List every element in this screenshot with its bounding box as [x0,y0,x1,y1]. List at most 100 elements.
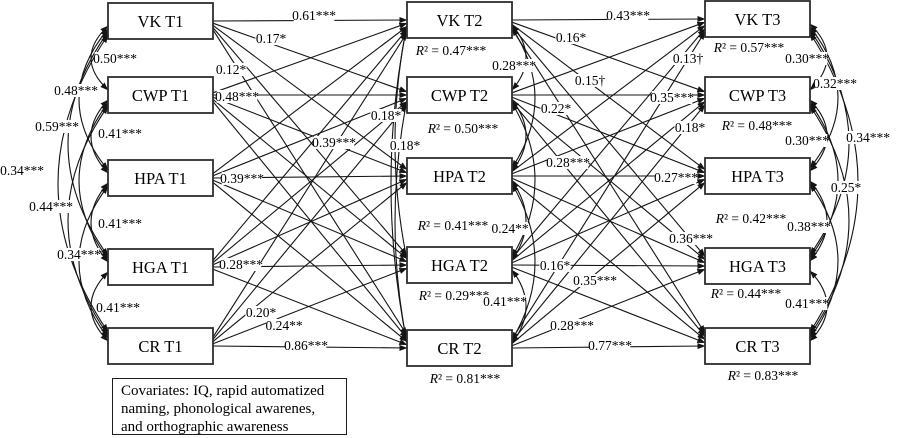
path-arrow [212,22,408,94]
variable-box-label: VK T2 [437,11,483,30]
coefficient-bg [55,84,97,97]
coefficient-bg [285,339,327,352]
path-arrow [212,24,408,171]
path-arrow [511,23,706,171]
path-arrow [511,26,706,257]
correlation-arc [511,183,536,341]
coefficient-label: 0.24** [491,221,528,236]
coefficient-label: 0.77*** [588,338,632,353]
boxes-layer: VK T1 CWP T1 HPA T1 HGA T1 CR T1 VK T2 CWP T2 H… [107,0,811,367]
coefficient-bg [255,32,287,45]
coefficient-label: 0.44*** [29,199,73,214]
coefficient-bg [97,301,139,314]
correlation-arc [809,26,839,169]
coefficient-bg [539,259,571,272]
coefficient-bg [99,127,141,140]
coefficient-label: 0.27*** [654,170,698,185]
path-arrow [212,98,408,260]
variable-box [406,246,513,284]
coefficient-label: 0.41*** [98,126,142,141]
r-squared-bg [418,288,490,303]
r-squared-label: R² = 0.44*** [710,286,782,301]
coefficient-bg [547,156,589,169]
variable-box-label: HGA T2 [431,256,488,275]
variable-box-label: HPA T2 [433,167,486,186]
coefficient-label: 0.24** [265,318,302,333]
variable-box [704,0,811,38]
coefficient-bg [370,109,402,122]
correlation-arc [57,34,109,333]
variable-box [704,157,811,195]
variable-box-label: CWP T3 [729,86,786,105]
coefficient-label: 0.16* [540,258,571,273]
path-arrow [511,104,706,342]
coefficient-label: 0.28*** [546,155,590,170]
coefficient-bg [786,134,828,147]
variable-box-label: CR T3 [735,337,779,356]
covariates-note-line: and orthographic awareness [121,419,289,435]
path-arrow [212,100,408,264]
path-arrow [511,266,706,344]
coefficient-bg [389,139,421,152]
path-arrow [511,24,706,173]
coefficient-bg [786,52,828,65]
coefficient-label: 0.17* [256,31,287,46]
coefficient-bg [99,217,141,230]
coefficient-label: 0.34*** [846,130,890,145]
correlation-arc [809,183,839,339]
coefficient-bg [573,74,607,87]
coefficient-bg [651,91,693,104]
coefficient-label: 0.39*** [220,171,264,186]
coefficient-label: 0.28*** [492,58,536,73]
coefficient-label: 0.41*** [785,296,829,311]
coefficient-label: 0.48*** [54,83,98,98]
correlation-arc [78,28,109,171]
correlation-arc [809,102,839,259]
path-arrow [511,178,706,264]
coefficient-bg [215,63,247,76]
coefficient-bg [788,220,830,233]
r-squared-bg [715,211,787,226]
variable-box-label: HGA T1 [132,258,189,277]
variable-box-label: VK T1 [138,12,184,31]
covariates-note-line: Covariates: IQ, rapid automatized [121,383,325,399]
r-squared-bg [721,118,793,133]
covariates-note-line: naming, phonological awarenes, [121,401,316,417]
variable-box-label: HPA T1 [134,169,187,188]
labels-layer: R² = 0.47*** R² = 0.50*** R² = 0.41*** R² =… [0,8,890,386]
coefficient-bg [670,232,712,245]
variable-box-label: CWP T2 [431,86,488,105]
coefficient-label: 0.30*** [785,51,829,66]
coefficient-bg [493,59,535,72]
coefficient-bg [574,274,616,287]
path-arrow [212,25,408,175]
path-arrow [212,101,408,339]
variable-box [107,76,214,114]
r-squared-label: R² = 0.41*** [417,218,489,233]
coefficient-label: 0.61*** [292,8,336,23]
variable-box [704,76,811,114]
variable-box [107,2,214,40]
variable-box-label: CWP T1 [132,86,189,105]
path-arrow [212,32,408,338]
coefficient-bg [220,258,262,271]
coefficient-bg [94,52,136,65]
correlation-arc [511,27,536,169]
path-arrow [212,179,408,263]
r-squared-bg [417,218,489,233]
r-squared-bg [713,40,785,55]
coefficient-bg [484,295,526,308]
coefficient-label: 0.86*** [284,338,328,353]
coefficient-label: 0.41*** [483,294,527,309]
coefficient-label: 0.30*** [785,133,829,148]
coefficient-label: 0.59*** [35,119,79,134]
coefficient-bg [30,200,72,213]
coefficient-bg [671,52,705,65]
correlation-arc [511,102,536,258]
variable-box [107,327,214,365]
r-squared-bg [429,371,501,386]
coefficient-bg [830,181,862,194]
path-arrow [212,29,408,261]
